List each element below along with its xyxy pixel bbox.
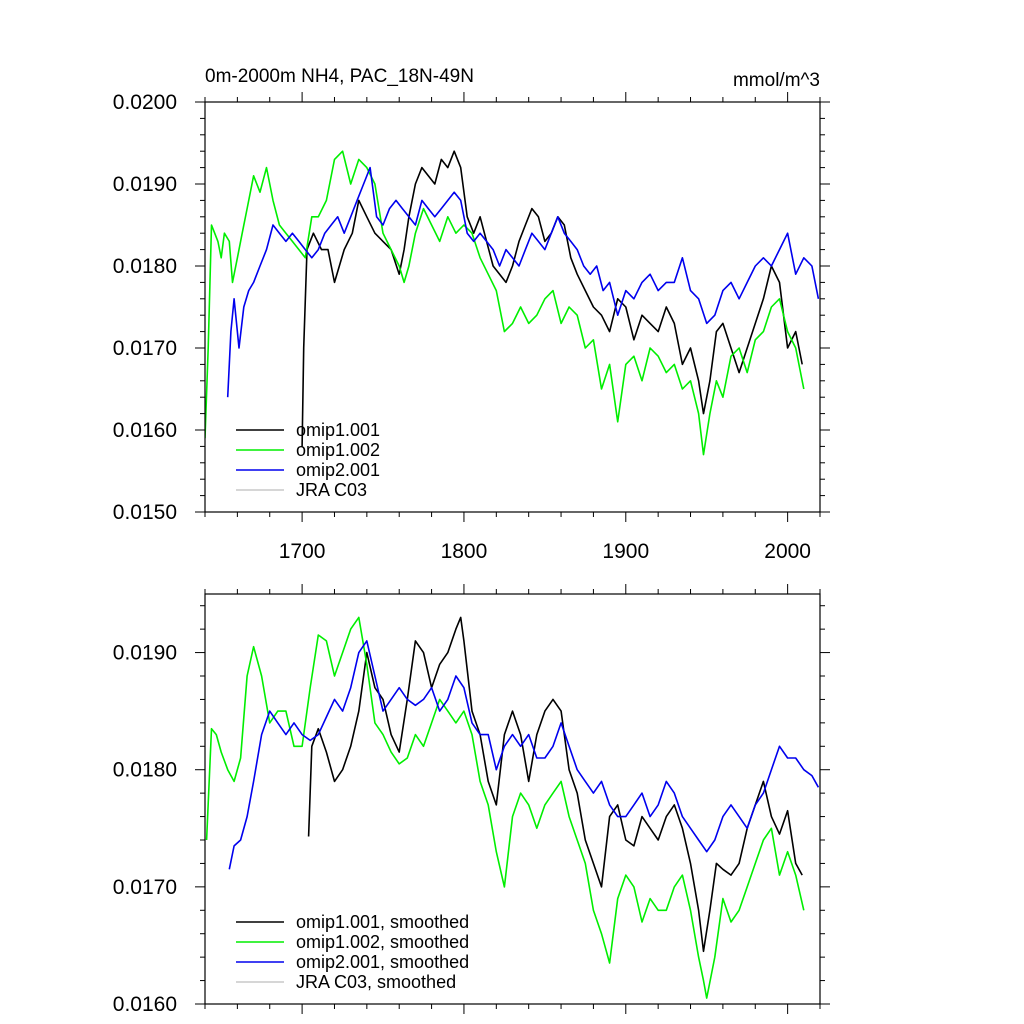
plot-frame xyxy=(204,101,821,513)
legend-label: omip1.002 xyxy=(296,440,380,460)
x-tick-label: 2000 xyxy=(764,540,811,563)
series-line-0 xyxy=(307,616,803,953)
series-lines xyxy=(205,616,820,999)
y-tick-label: 0.0150 xyxy=(113,501,177,524)
plot-frame xyxy=(204,593,821,1005)
y-tick-label: 0.0180 xyxy=(113,759,177,782)
legend-label: JRA C03 xyxy=(296,480,367,500)
bottom-panel: 0.0160 0.0170 0.0180 0.0190 omip1.001, smoo… xyxy=(113,584,830,1016)
y-tick-label: 0.0190 xyxy=(113,173,177,196)
series-line-1 xyxy=(205,616,805,999)
top-panel: 0m-2000m NH4, PAC_18N-49N mmol/m^3 0.015… xyxy=(113,66,830,563)
legend-label: omip1.002, smoothed xyxy=(296,932,469,952)
series-line-1 xyxy=(205,150,805,456)
ticks xyxy=(195,584,830,1014)
legend-label: omip1.001, smoothed xyxy=(296,912,469,932)
y-tick-labels: 0.0150 0.0160 0.0170 0.0180 0.0190 0.0200 xyxy=(113,91,177,524)
series-line-0 xyxy=(301,150,803,447)
legend-label: omip2.001 xyxy=(296,460,380,480)
units-label: mmol/m^3 xyxy=(733,70,820,91)
series-line-2 xyxy=(226,166,820,398)
y-tick-labels: 0.0160 0.0170 0.0180 0.0190 xyxy=(113,642,177,1016)
legend-label: omip1.001 xyxy=(296,420,380,440)
y-tick-label: 0.0180 xyxy=(113,255,177,278)
legend-label: omip2.001, smoothed xyxy=(296,952,469,972)
y-tick-label: 0.0170 xyxy=(113,337,177,360)
x-tick-label: 1700 xyxy=(279,540,326,563)
x-tick-labels: 1700 1800 1900 2000 xyxy=(279,540,811,563)
y-tick-label: 0.0170 xyxy=(113,876,177,899)
y-tick-label: 0.0200 xyxy=(113,91,177,114)
chart-title: 0m-2000m NH4, PAC_18N-49N xyxy=(205,66,474,87)
y-tick-label: 0.0160 xyxy=(113,419,177,442)
x-tick-label: 1900 xyxy=(602,540,649,563)
series-lines xyxy=(205,150,820,456)
y-tick-label: 0.0190 xyxy=(113,642,177,665)
legend-label: JRA C03, smoothed xyxy=(296,972,456,992)
x-tick-label: 1800 xyxy=(441,540,488,563)
series-line-2 xyxy=(228,640,820,870)
y-tick-label: 0.0160 xyxy=(113,993,177,1016)
ticks xyxy=(195,92,830,522)
